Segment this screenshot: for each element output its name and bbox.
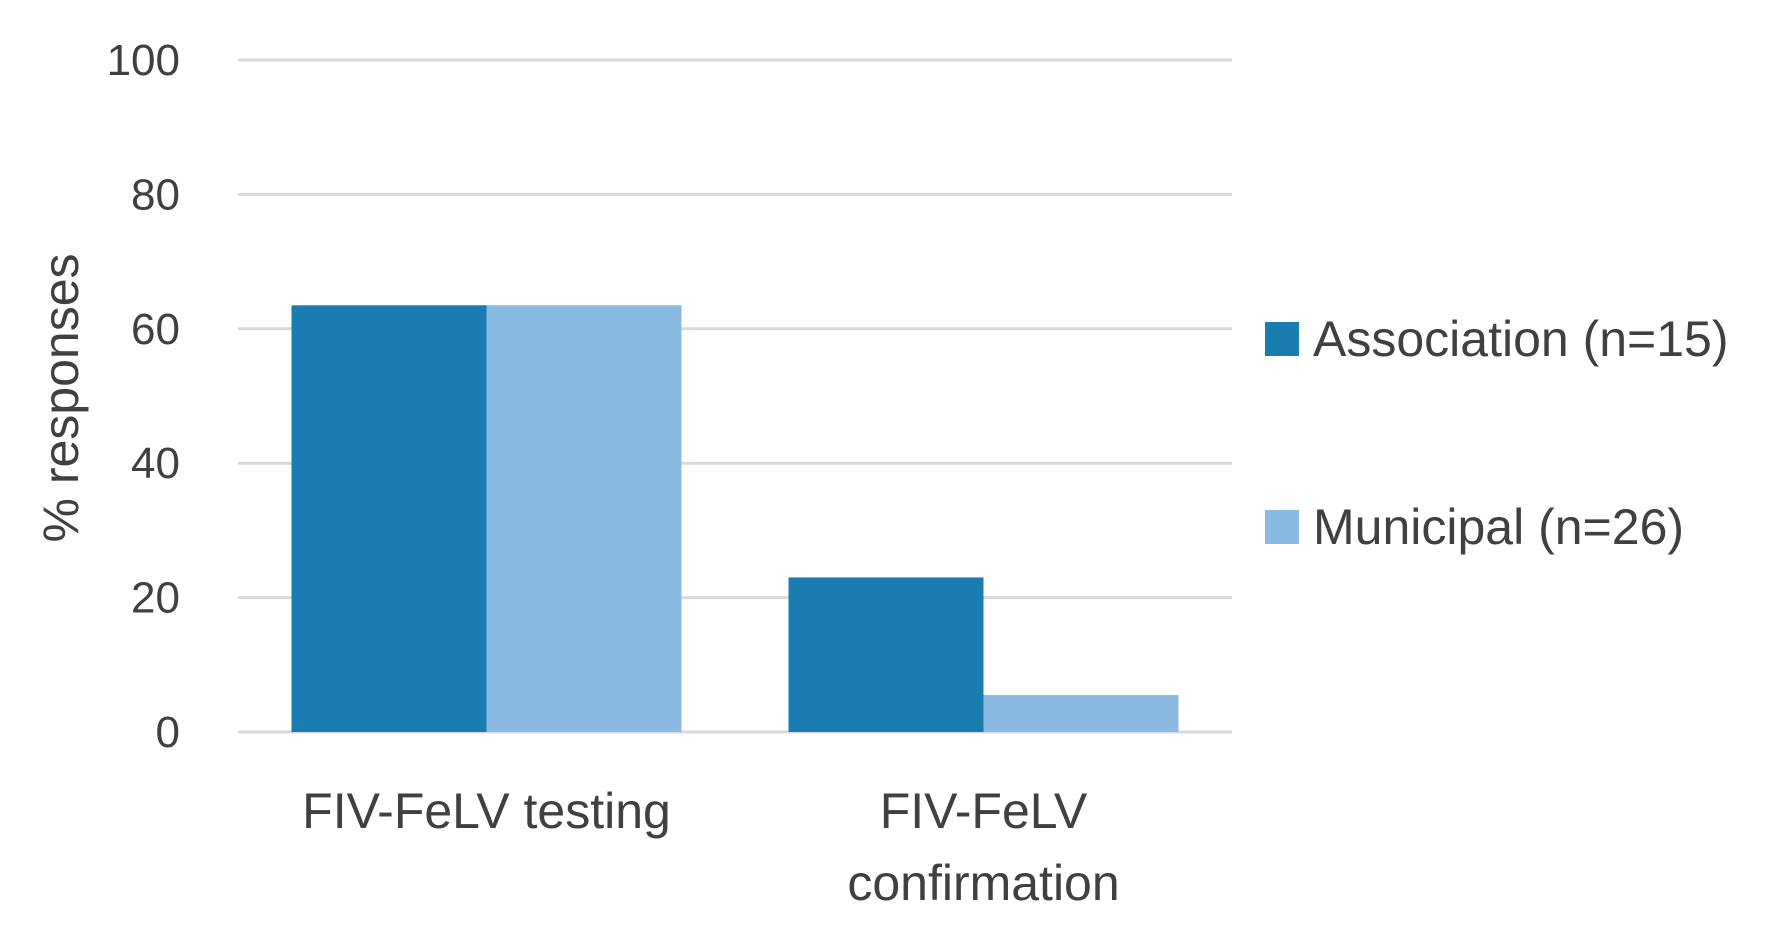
- y-axis-label: % responses: [33, 253, 89, 542]
- x-category-label-line: confirmation: [847, 855, 1119, 911]
- y-tick-label: 40: [131, 439, 180, 488]
- y-tick-label: 60: [131, 305, 180, 354]
- y-tick-label: 20: [131, 574, 180, 623]
- x-axis-categories: FIV-FeLV testing FIV-FeLV confirmation: [302, 783, 1120, 911]
- y-tick-label: 80: [131, 170, 180, 219]
- x-category-label-line: FIV-FeLV testing: [302, 783, 671, 839]
- legend-swatch: [1265, 510, 1299, 544]
- x-category-label: FIV-FeLV testing: [302, 783, 671, 839]
- x-category-label-line: FIV-FeLV: [880, 783, 1088, 839]
- bar: [983, 695, 1179, 732]
- y-tick-label: 100: [107, 36, 180, 85]
- bar: [291, 305, 487, 732]
- legend: Association (n=15) Municipal (n=26): [1265, 311, 1729, 555]
- legend-swatch: [1265, 322, 1299, 356]
- legend-label: Association (n=15): [1313, 311, 1729, 367]
- legend-label: Municipal (n=26): [1313, 499, 1684, 555]
- y-axis-ticks: 0 20 40 60 80 100: [107, 36, 180, 757]
- bars: [291, 305, 1179, 732]
- bar: [788, 577, 984, 732]
- x-category-label: FIV-FeLV confirmation: [847, 783, 1119, 911]
- y-tick-label: 0: [156, 708, 180, 757]
- bar: [486, 305, 682, 732]
